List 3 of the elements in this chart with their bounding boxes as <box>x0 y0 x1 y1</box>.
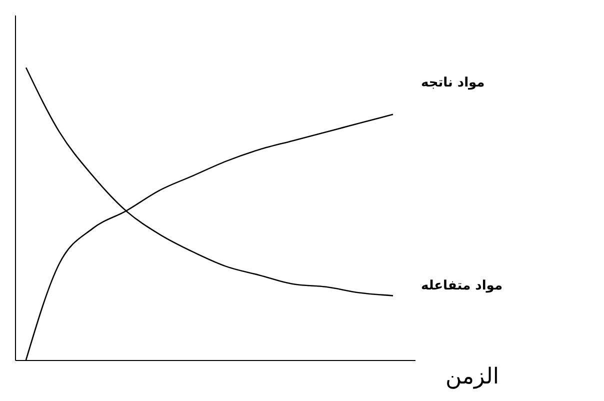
text: مواد ناتجه <box>420 75 485 90</box>
x-axis-title: الزمن <box>446 364 499 390</box>
text: مواد متفاعله <box>420 278 503 294</box>
